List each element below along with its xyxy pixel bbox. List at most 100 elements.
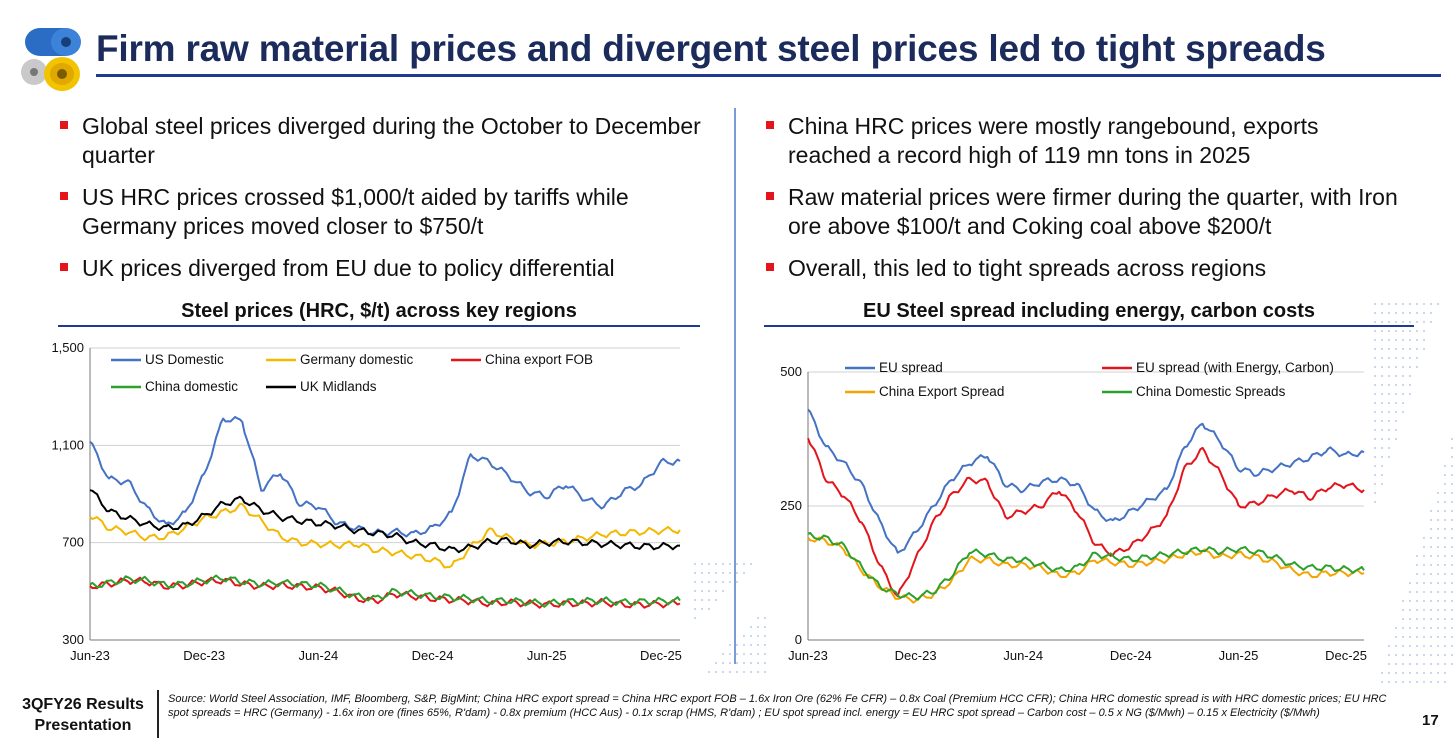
decor-dot (1402, 348, 1404, 350)
decor-dot (1444, 474, 1446, 476)
decor-dot (722, 662, 724, 664)
decor-dot (1430, 312, 1432, 314)
decor-dot (764, 671, 766, 673)
x-tick-label: Jun-24 (1003, 648, 1043, 663)
decor-dot (729, 572, 731, 574)
decor-dot (1444, 609, 1446, 611)
decor-dot (694, 599, 696, 601)
decor-dot (750, 644, 752, 646)
decor-dot (1374, 348, 1376, 350)
decor-dot (1430, 591, 1432, 593)
decor-dot (1430, 600, 1432, 602)
decor-dot (1395, 330, 1397, 332)
decor-dot (1451, 519, 1453, 521)
bullet-item: Raw material prices were firmer during t… (766, 183, 1406, 240)
decor-dot (1381, 321, 1383, 323)
legend-label: China Export Spread (879, 384, 1004, 399)
decor-dot (1402, 357, 1404, 359)
decor-dot (1374, 330, 1376, 332)
decor-dot (1409, 348, 1411, 350)
decor-dot (1444, 681, 1446, 683)
decor-dot (1374, 366, 1376, 368)
series-line-uk-midlands (89, 489, 680, 554)
decor-dot (1430, 528, 1432, 530)
decor-dot (1437, 537, 1439, 539)
decor-dot (1444, 573, 1446, 575)
decor-dot (1374, 375, 1376, 377)
decor-dot (1374, 312, 1376, 314)
decor-dot (1381, 474, 1383, 476)
decor-dot (736, 644, 738, 646)
decor-dot (1437, 672, 1439, 674)
chart-title-eu-spread: EU Steel spread including energy, carbon… (863, 300, 1315, 322)
decor-dot (1409, 312, 1411, 314)
decor-dot (701, 581, 703, 583)
decor-dot (1402, 339, 1404, 341)
decor-dot (1423, 636, 1425, 638)
decor-dot (1451, 645, 1453, 647)
decor-dot (1444, 672, 1446, 674)
decor-dot (757, 644, 759, 646)
decor-dot (1423, 537, 1425, 539)
decor-dot (1388, 447, 1390, 449)
bullet-text: Raw material prices were firmer during t… (788, 184, 1398, 239)
decor-dot (1416, 600, 1418, 602)
steel-coils-logo (21, 28, 81, 91)
decor-dot (1451, 618, 1453, 620)
decor-dot (1409, 321, 1411, 323)
decor-dot (1444, 645, 1446, 647)
eu-spread-chart: 0 250 500 Jun-23 Dec-23 Jun-24 Dec-24 Jun-25 Dec… (780, 360, 1367, 663)
decor-dot (1423, 546, 1425, 548)
bullet-item: UK prices diverged from EU due to policy… (60, 254, 710, 283)
bullet-text: Global steel prices diverged during the … (82, 113, 701, 168)
decor-dot (1381, 429, 1383, 431)
decor-dot (1423, 645, 1425, 647)
decor-dot (1409, 303, 1411, 305)
decor-dot (729, 581, 731, 583)
series-line-china-export-spread (807, 536, 1365, 604)
chart-title-rule (58, 325, 700, 327)
x-tick-label: Jun-25 (527, 648, 567, 663)
decor-dot (1437, 681, 1439, 683)
decor-dot (1430, 546, 1432, 548)
decor-dot (764, 626, 766, 628)
decor-dot (1451, 483, 1453, 485)
decor-dot (1381, 312, 1383, 314)
decor-dot (1430, 582, 1432, 584)
decor-dot (1395, 672, 1397, 674)
decor-dot (1381, 348, 1383, 350)
decor-dot (1388, 681, 1390, 683)
decor-dot (1444, 654, 1446, 656)
bullet-marker (766, 192, 774, 200)
decor-dot (715, 572, 717, 574)
decor-dot (1416, 681, 1418, 683)
decor-dot (1416, 564, 1418, 566)
decor-dot (1430, 636, 1432, 638)
decor-dot (1409, 330, 1411, 332)
decor-dot (1388, 330, 1390, 332)
x-tick-label: Jun-25 (1219, 648, 1259, 663)
bullet-marker (60, 192, 68, 200)
x-tick-label: Dec-24 (412, 648, 454, 663)
decor-dot (736, 581, 738, 583)
decor-dot (1381, 456, 1383, 458)
y-tick-label: 0 (795, 632, 802, 647)
decor-dot (1402, 627, 1404, 629)
bullet-text: UK prices diverged from EU due to policy… (82, 255, 615, 281)
decor-dot (1416, 339, 1418, 341)
decor-dot (1388, 654, 1390, 656)
x-tick-label: Dec-23 (895, 648, 937, 663)
decor-dot (1451, 447, 1453, 449)
decor-dot (1423, 609, 1425, 611)
decor-dot (1409, 636, 1411, 638)
legend-label: UK Midlands (300, 379, 377, 394)
decor-dot (1409, 339, 1411, 341)
decor-dot (1395, 375, 1397, 377)
decor-dot (1444, 627, 1446, 629)
decor-dot (1423, 312, 1425, 314)
decor-dot (1402, 600, 1404, 602)
decor-dot (1374, 429, 1376, 431)
decor-dot (701, 572, 703, 574)
decor-dot (1430, 654, 1432, 656)
decor-dot (1416, 330, 1418, 332)
